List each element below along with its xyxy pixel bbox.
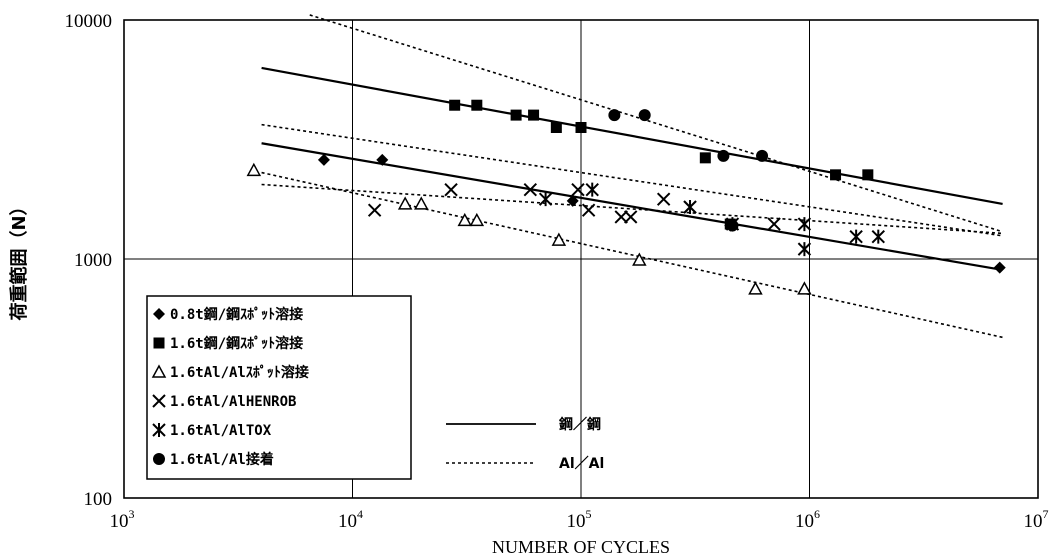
legend: 0.8t鋼/鋼ｽﾎﾟｯﾄ溶接 1.6t鋼/鋼ｽﾎﾟｯﾄ溶接 1.6tAl/Alｽﾎﾟ… (146, 295, 412, 480)
legend-box (146, 295, 412, 480)
x-tick-labels: 103 104 105 106 107 (110, 507, 1049, 532)
legend-marker-asterisk (152, 423, 166, 437)
legend-label: 1.6tAl/AlHENROB (170, 394, 296, 410)
data-point-square (449, 99, 461, 111)
legend-label: 1.6tAl/AlTOX (170, 423, 272, 439)
data-point-triangle (797, 281, 812, 295)
legend-marker-x (152, 394, 166, 408)
fit-line-dotted (261, 171, 1003, 339)
data-point-circle (726, 219, 739, 232)
legend-marker-square (153, 337, 165, 349)
x-tick-label: 103 (110, 507, 135, 532)
data-point-x (656, 192, 671, 206)
y-tick-label: 10000 (65, 11, 113, 32)
line-legend-label: Al／Al (559, 456, 604, 472)
data-point-x (367, 203, 382, 217)
data-point-square (528, 109, 540, 121)
legend-marker-diamond (153, 308, 165, 320)
data-point-triangle (748, 281, 763, 295)
x-axis-title: NUMBER OF CYCLES (492, 537, 670, 557)
data-point-triangle (414, 196, 429, 210)
data-point-triangle (632, 252, 647, 266)
data-point-triangle (397, 196, 413, 210)
x-tick-label: 104 (338, 507, 363, 532)
data-point-x (523, 182, 538, 197)
data-markers (246, 99, 1006, 295)
y-axis-title: 荷重範囲（N） (8, 197, 30, 320)
data-point-triangle (551, 232, 567, 246)
data-point-triangle (469, 212, 485, 227)
data-point-asterisk (538, 192, 553, 207)
legend-label: 1.6tAl/Al接着 (170, 451, 274, 468)
line-legend-label: 鋼／鋼 (558, 416, 601, 433)
data-point-asterisk (797, 217, 812, 232)
legend-label: 1.6t鋼/鋼ｽﾎﾟｯﾄ溶接 (170, 335, 303, 352)
x-tick-label: 106 (795, 507, 820, 532)
y-tick-label: 1000 (74, 250, 112, 271)
data-point-x (581, 203, 596, 217)
data-point-asterisk (797, 242, 812, 257)
y-tick-labels: 10000 1000 100 (65, 11, 113, 510)
legend-label: 0.8t鋼/鋼ｽﾎﾟｯﾄ溶接 (170, 306, 303, 323)
x-tick-label: 105 (567, 507, 592, 532)
legend-label: 1.6tAl/Alｽﾎﾟｯﾄ溶接 (170, 364, 309, 381)
fit-line-solid (261, 142, 1003, 272)
data-point-x (614, 210, 628, 224)
data-point-x (444, 182, 458, 197)
fit-line-dotted (261, 183, 1003, 235)
data-point-x (571, 182, 585, 197)
data-point-square (471, 99, 483, 111)
data-point-circle (756, 149, 769, 162)
data-point-diamond (993, 261, 1006, 274)
data-point-circle (638, 109, 651, 122)
fit-lines (261, 14, 1003, 339)
data-point-asterisk (683, 200, 697, 215)
legend-items: 0.8t鋼/鋼ｽﾎﾟｯﾄ溶接 1.6t鋼/鋼ｽﾎﾟｯﾄ溶接 1.6tAl/Alｽﾎﾟ… (151, 306, 309, 468)
data-point-square (862, 169, 874, 181)
data-point-square (575, 121, 587, 133)
data-point-asterisk (871, 229, 885, 244)
fit-line-dotted (309, 14, 1003, 233)
data-point-asterisk (585, 182, 599, 197)
data-point-square (550, 121, 562, 133)
data-point-diamond (317, 153, 330, 166)
data-point-triangle (246, 162, 262, 177)
plot-frame (123, 19, 1039, 499)
line-type-legend: 鋼／鋼 Al／Al (446, 416, 604, 472)
data-point-square (510, 109, 522, 121)
x-tick-label: 107 (1024, 507, 1049, 532)
data-point-x (623, 210, 638, 224)
data-point-diamond (566, 194, 579, 207)
data-point-triangle (457, 212, 473, 227)
data-point-square (830, 169, 842, 181)
legend-marker-circle (153, 453, 165, 465)
legend-marker-triangle (151, 364, 167, 378)
data-point-diamond (376, 153, 389, 166)
data-point-circle (717, 149, 730, 162)
fit-line-solid (261, 66, 1003, 206)
data-point-asterisk (849, 229, 863, 244)
data-point-square (699, 152, 711, 164)
data-point-x (767, 217, 781, 231)
data-point-circle (608, 109, 621, 122)
y-tick-label: 100 (84, 489, 113, 510)
fit-line-dotted (261, 123, 1003, 237)
